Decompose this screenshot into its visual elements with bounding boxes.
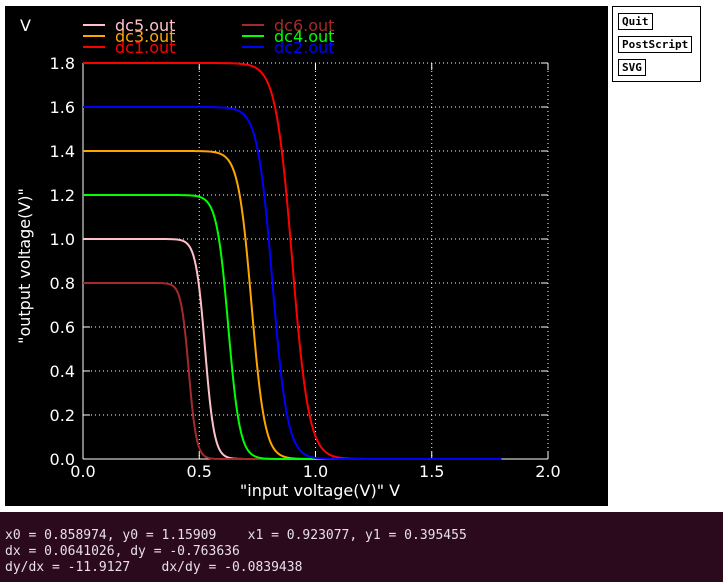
y-tick-label: 0.4	[50, 362, 75, 381]
x-axis-label: "input voltage(V)" V	[240, 481, 400, 500]
y-tick-labels: 0.0 0.2 0.4 0.6 0.8 1.0 1.2 1.4 1.6 1.8	[50, 54, 75, 469]
series-line-dc1-out	[83, 62, 502, 460]
y-tick-label: 1.8	[50, 54, 75, 73]
y-tick-label: 1.2	[50, 186, 75, 205]
readout-line-deltas: dx = 0.0641026, dy = -0.763636	[5, 544, 240, 559]
y-tick-label: 0.6	[50, 318, 75, 337]
legend-entry: dc3.out	[115, 27, 175, 46]
quit-button[interactable]: Quit	[618, 13, 653, 30]
series-line-dc4-out	[83, 194, 502, 460]
x-tick-labels: 0.0 0.5 1.0 1.5 2.0	[70, 462, 560, 481]
legend-entry: dc2.out	[274, 38, 334, 57]
button-panel: Quit PostScript SVG	[612, 6, 701, 82]
legend-entry: dc5.out	[115, 16, 175, 35]
y-tick-label: 1.0	[50, 230, 75, 249]
app-window: V dc5.out dc6.out dc3.out dc4.out dc1.out dc2…	[0, 0, 723, 512]
legend-entry: dc4.out	[274, 27, 334, 46]
legend-entry: dc1.out	[115, 38, 175, 57]
y-tick-label: 0.2	[50, 406, 75, 425]
x-tick-label: 0.0	[70, 462, 95, 481]
plot-area[interactable]: V dc5.out dc6.out dc3.out dc4.out dc1.out dc2…	[5, 6, 608, 506]
postscript-button[interactable]: PostScript	[618, 36, 693, 53]
series-layer	[83, 62, 502, 460]
y-tick-label: 0.8	[50, 274, 75, 293]
grid	[83, 62, 549, 459]
legend-entry: dc6.out	[274, 16, 334, 35]
line-chart: V dc5.out dc6.out dc3.out dc4.out dc1.out dc2…	[15, 16, 561, 500]
y-tick-label: 0.0	[50, 450, 75, 469]
x-tick-label: 1.0	[303, 462, 328, 481]
readout-line-coords: x0 = 0.858974, y0 = 1.15909 x1 = 0.92307…	[5, 528, 467, 543]
legend: dc5.out dc6.out dc3.out dc4.out dc1.out dc2.o…	[83, 16, 334, 57]
y-axis-label: "output voltage(V)"	[15, 188, 34, 344]
y-tick-label: 1.6	[50, 98, 75, 117]
x-tick-label: 2.0	[535, 462, 560, 481]
series-line-dc3-out	[83, 150, 502, 460]
x-tick-label: 1.5	[419, 462, 444, 481]
svg-button[interactable]: SVG	[618, 59, 646, 76]
corner-unit-label: V	[20, 16, 31, 35]
series-line-dc2-out	[83, 106, 502, 460]
readout-line-slopes: dy/dx = -11.9127 dx/dy = -0.0839438	[5, 560, 303, 575]
cursor-readout: x0 = 0.858974, y0 = 1.15909 x1 = 0.92307…	[5, 528, 467, 576]
x-tick-label: 0.5	[187, 462, 212, 481]
y-tick-label: 1.4	[50, 142, 75, 161]
